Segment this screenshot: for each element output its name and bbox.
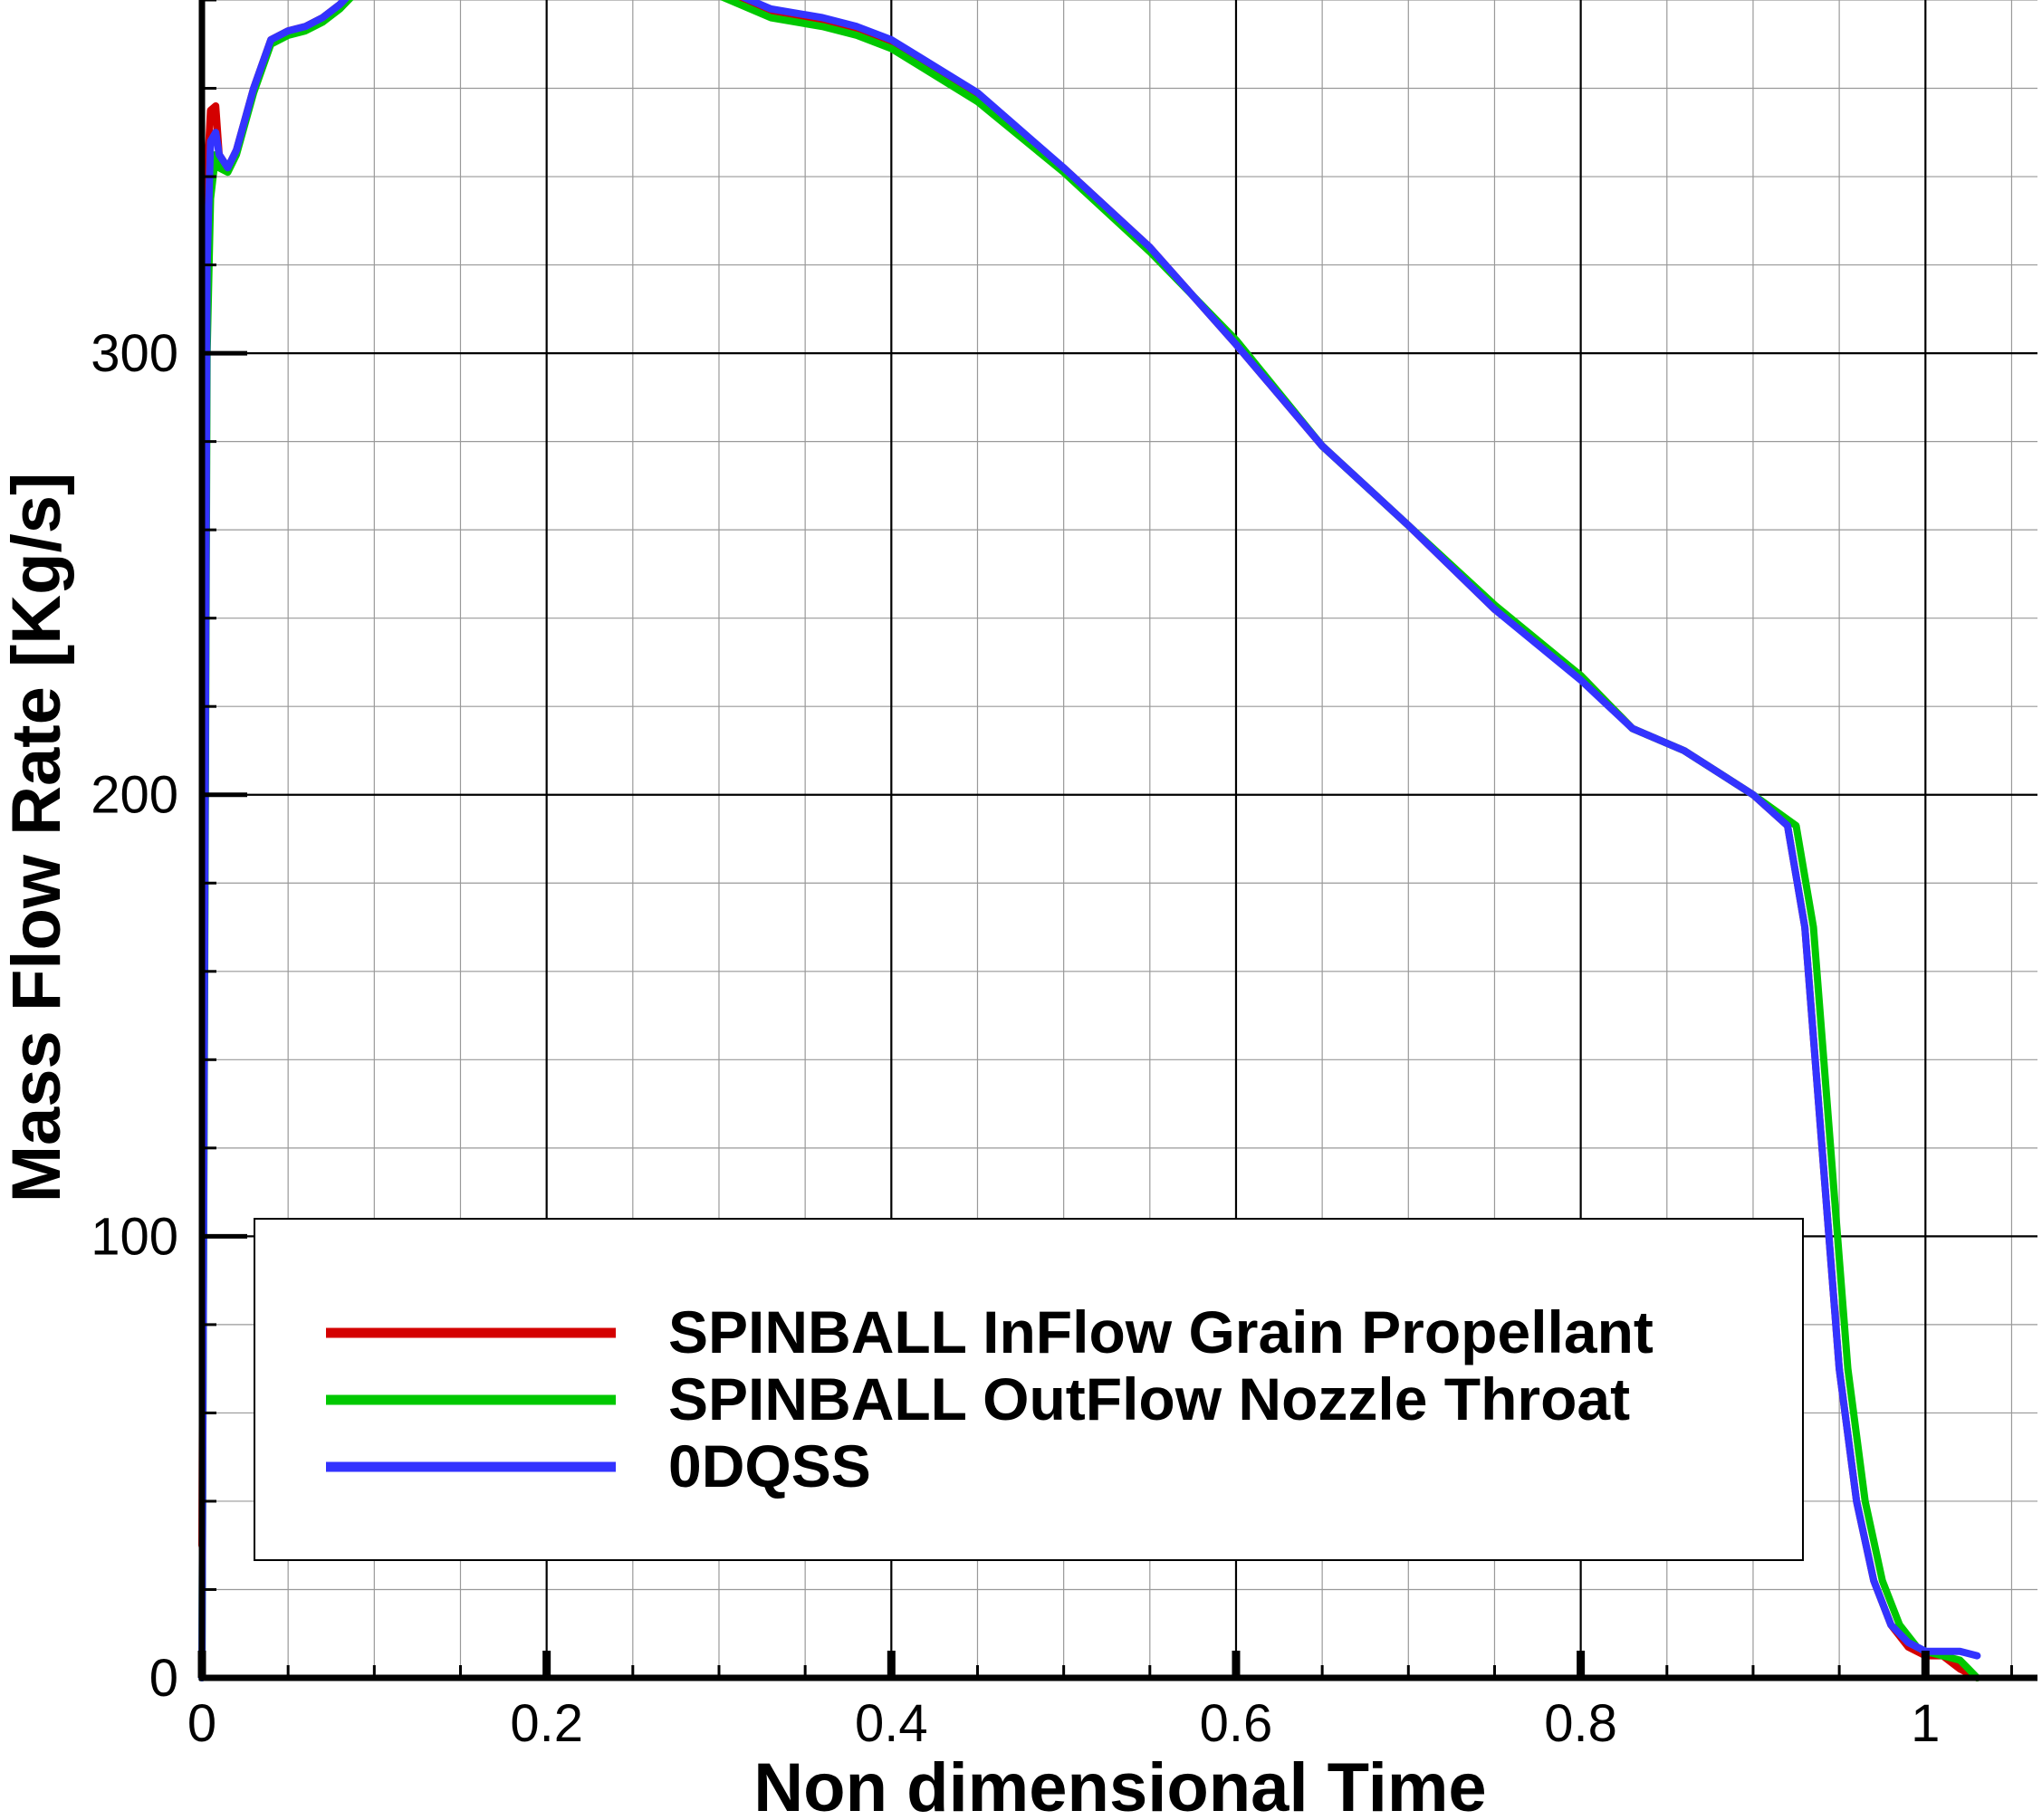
tick-marks [197, 0, 2013, 1681]
x-tick-label: 0.8 [1544, 1694, 1617, 1753]
legend-box [254, 1218, 1804, 1561]
tick-labels: 0 0.2 0.4 0.6 0.8 1 0 100 200 300 [91, 324, 1940, 1753]
x-tick-label: 0.6 [1200, 1694, 1273, 1753]
x-tick-label: 0.2 [510, 1694, 583, 1753]
x-tick-label: 0.4 [855, 1694, 928, 1753]
x-tick-label: 0 [187, 1694, 216, 1753]
y-tick-label: 200 [91, 766, 178, 825]
legend: SPINBALL InFlow Grain Propellant SPINBAL… [254, 1218, 1804, 1561]
x-tick-label: 1 [1911, 1694, 1940, 1753]
series-line-1 [198, 0, 1981, 1681]
x-axis-title: Non dimensional Time [753, 1749, 1486, 1820]
y-tick-label: 0 [149, 1649, 178, 1708]
y-tick-label: 300 [91, 324, 178, 383]
axes [198, 0, 2037, 1681]
legend-label-0dqss: 0DQSS [668, 1432, 871, 1499]
series-line-2 [198, 0, 1981, 1681]
legend-label-spinball-inflow: SPINBALL InFlow Grain Propellant [668, 1298, 1654, 1365]
y-axis-title: Mass Flow Rate [Kg/s] [0, 473, 75, 1203]
series-lines [198, 0, 1981, 1681]
legend-label-spinball-outflow: SPINBALL OutFlow Nozzle Throat [668, 1365, 1630, 1432]
y-tick-label: 100 [91, 1207, 178, 1266]
